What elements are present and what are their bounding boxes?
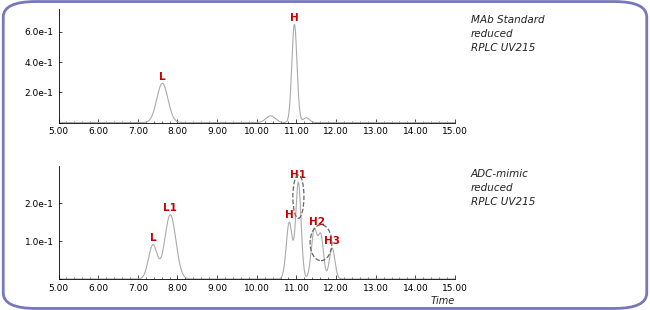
Text: L: L: [150, 233, 156, 243]
Text: H2: H2: [309, 217, 325, 227]
Text: L1: L1: [163, 202, 177, 213]
Text: ADC-mimic
reduced
RPLC UV215: ADC-mimic reduced RPLC UV215: [471, 169, 535, 207]
Text: MAb Standard
reduced
RPLC UV215: MAb Standard reduced RPLC UV215: [471, 15, 545, 53]
Text: Time: Time: [431, 296, 455, 306]
Text: L: L: [159, 72, 166, 82]
Text: H: H: [290, 13, 299, 23]
Text: H1: H1: [291, 170, 306, 180]
Text: H: H: [285, 210, 294, 220]
Text: H3: H3: [324, 236, 340, 246]
